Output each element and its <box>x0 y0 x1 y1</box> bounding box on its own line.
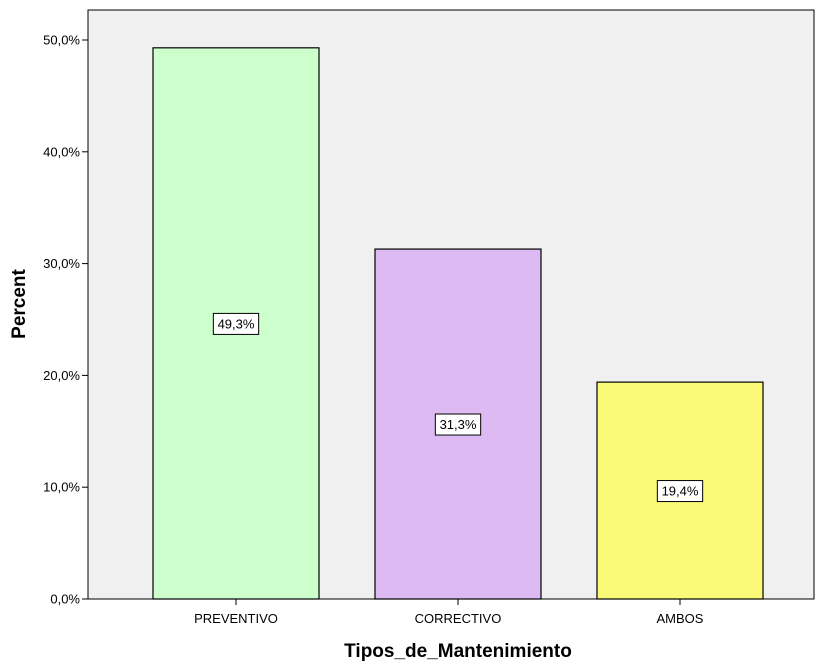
y-tick-label: 50,0% <box>43 33 80 48</box>
x-axis: PREVENTIVO CORRECTIVO AMBOS <box>194 599 704 626</box>
data-label-box <box>434 413 482 436</box>
data-label: 49,3% <box>218 316 255 331</box>
x-axis-title: Tipos_de_Mantenimiento <box>344 641 572 661</box>
data-label-box <box>656 480 704 503</box>
y-tick-label: 20,0% <box>43 368 80 383</box>
data-label: 19,4% <box>662 484 699 499</box>
data-label: 31,3% <box>440 417 477 432</box>
y-axis-title: Percent <box>9 268 30 338</box>
y-tick-label: 30,0% <box>43 256 80 271</box>
data-labels-group: 49,3% 31,3% 19,4% <box>212 312 704 503</box>
x-tick-label: PREVENTIVO <box>194 611 278 626</box>
x-tick-label: AMBOS <box>657 611 704 626</box>
y-tick-label: 0,0% <box>50 592 80 607</box>
y-tick-label: 10,0% <box>43 480 80 495</box>
y-tick-label: 40,0% <box>43 144 80 159</box>
data-label-box <box>212 312 260 335</box>
y-axis: 0,0% 10,0% 20,0% 30,0% 40,0% 50,0% <box>43 33 88 607</box>
x-tick-label: CORRECTIVO <box>415 611 502 626</box>
